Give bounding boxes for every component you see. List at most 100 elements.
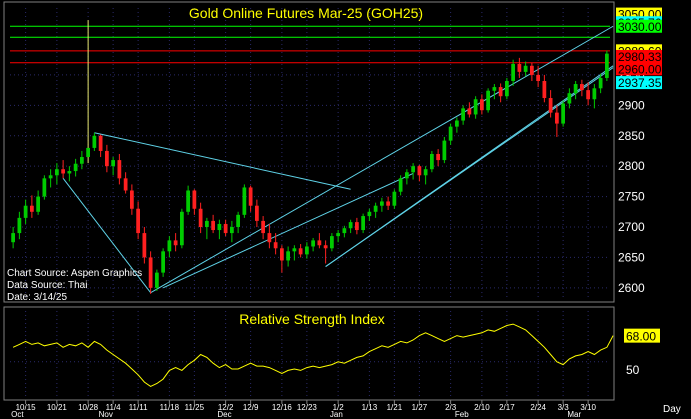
candle-body	[273, 242, 278, 249]
candle	[36, 190, 40, 215]
candle	[561, 100, 565, 127]
x-month-label: Jan	[330, 410, 343, 419]
price-label: 2937.35	[616, 76, 662, 90]
candle	[461, 105, 465, 125]
candle-body	[555, 112, 559, 124]
rsi-line	[12, 323, 614, 387]
candle	[480, 94, 484, 115]
candle-body	[423, 169, 428, 176]
trendline	[62, 178, 152, 294]
candle-body	[86, 147, 90, 158]
period-label: Day	[663, 404, 681, 415]
x-tick-label: 12/16	[272, 403, 293, 412]
candle-body	[242, 187, 247, 215]
candle	[105, 144, 109, 173]
candle	[355, 217, 359, 235]
candle-body	[592, 88, 597, 100]
candle	[261, 216, 265, 240]
price-tick-label: 2600	[618, 281, 645, 295]
candle	[430, 150, 434, 173]
price-label: 2960.00	[616, 62, 662, 76]
candle	[548, 90, 553, 118]
candle-body	[130, 190, 134, 209]
candle	[398, 175, 403, 196]
candle-body	[73, 163, 78, 172]
candle	[23, 199, 28, 224]
candle	[405, 169, 409, 185]
chart-title: Gold Online Futures Mar-25 (GOH25)	[189, 5, 423, 21]
candle	[11, 227, 15, 249]
candle-body	[373, 205, 378, 212]
candle	[111, 157, 115, 176]
candle-body	[442, 140, 447, 161]
candle-body	[198, 208, 203, 227]
candle	[142, 227, 147, 264]
candle	[323, 240, 328, 264]
candle-body	[123, 178, 128, 191]
candle-body	[42, 178, 47, 197]
candle	[217, 219, 222, 240]
rsi-value-box	[624, 328, 660, 343]
candle	[130, 184, 134, 215]
candle	[380, 197, 384, 212]
candle-body	[161, 251, 165, 273]
candle-body	[211, 220, 215, 231]
candle-body	[467, 108, 472, 115]
candle-body	[348, 222, 353, 229]
candle-body	[311, 240, 315, 247]
rsi-panel-frame	[3, 306, 615, 401]
price-label-box	[616, 49, 662, 63]
candle	[211, 214, 215, 234]
x-tick-label: 1/21	[387, 403, 403, 412]
candle-body	[92, 135, 97, 148]
candle	[367, 208, 372, 221]
candle	[298, 244, 303, 258]
x-tick-label: 12/9	[243, 403, 259, 412]
candle-body	[248, 187, 253, 206]
candle	[55, 163, 59, 185]
rsi-tick-label: 50	[626, 363, 640, 377]
candle	[305, 242, 309, 259]
candle-body	[505, 81, 509, 97]
candle-body	[386, 201, 390, 206]
candle-body	[561, 103, 565, 124]
candle	[473, 96, 478, 119]
candle-body	[305, 246, 309, 255]
candle-body	[380, 201, 384, 206]
candle	[467, 102, 472, 118]
candle	[292, 245, 297, 261]
candle-body	[217, 223, 222, 231]
candle-body	[167, 240, 172, 252]
price-tick-label: 2650	[618, 250, 645, 264]
candle-body	[473, 99, 478, 115]
candle-body	[411, 166, 415, 173]
candle	[236, 211, 240, 234]
x-tick-label: 10/28	[78, 403, 99, 412]
candle	[567, 88, 572, 109]
candle	[373, 202, 378, 218]
candle-body	[192, 190, 197, 209]
price-tick-label: 2700	[618, 220, 645, 234]
candle	[161, 248, 165, 277]
candle	[592, 84, 597, 109]
x-tick-label: 12/2	[218, 403, 234, 412]
data-source-note: Data Source: Thai	[7, 280, 87, 291]
x-tick-label: 10/21	[47, 403, 68, 412]
candle	[136, 201, 140, 240]
candle	[423, 166, 428, 185]
candle-body	[598, 77, 603, 89]
candle	[73, 158, 78, 177]
candle	[492, 84, 497, 100]
candle	[330, 233, 334, 252]
candle-body	[280, 248, 284, 261]
candle-body	[392, 191, 397, 206]
candle	[280, 245, 284, 273]
x-tick-label: 10/15	[16, 403, 37, 412]
candle-body	[586, 90, 590, 100]
x-tick-label: 2/3	[445, 403, 457, 412]
candle	[117, 154, 122, 185]
candle-body	[323, 245, 328, 249]
x-tick-label: 2/17	[499, 403, 515, 412]
x-month-label: Dec	[217, 410, 231, 419]
